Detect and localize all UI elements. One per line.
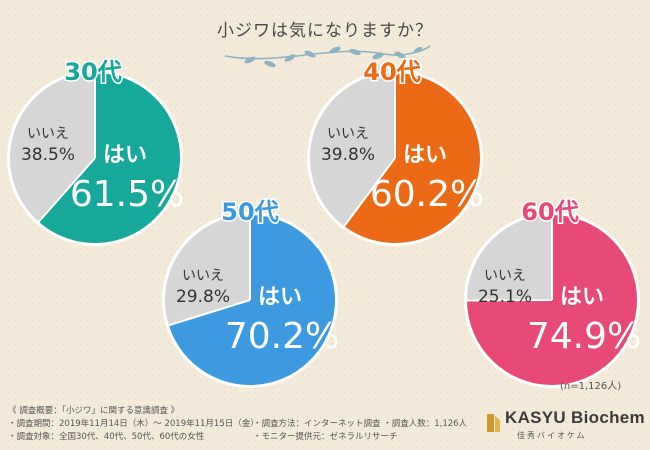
- no-value: 29.8%: [176, 287, 230, 307]
- pie-divider: [38, 157, 96, 223]
- survey-count: ・調査人数：1,126人: [383, 419, 468, 429]
- logo-brand: KASYU Biochem: [505, 408, 645, 427]
- survey-period: ・調査期間：2019年11月14日（木）～ 2019年11月15日（金）: [8, 419, 259, 429]
- pie-divider: [343, 157, 396, 227]
- pie-divider: [168, 299, 251, 327]
- sample-size-note: (n=1,126人): [560, 381, 622, 392]
- vine-decoration: [224, 45, 431, 68]
- no-label: いいえ: [484, 268, 526, 284]
- yes-label: はい: [258, 285, 302, 310]
- logo-subtitle: 佳秀バイオケム: [517, 431, 587, 440]
- pie-slice-no: [467, 215, 552, 301]
- no-value: 38.5%: [21, 145, 75, 165]
- pie-slice-yes: [38, 73, 181, 243]
- age-label: 30代: [64, 58, 121, 86]
- yes-label: はい: [103, 143, 147, 168]
- age-label: 50代: [221, 198, 278, 226]
- yes-label: はい: [560, 285, 604, 310]
- yes-value: 74.9%: [527, 316, 641, 357]
- pie-slice-no: [309, 73, 395, 227]
- survey-target: ・調査対象：全国30代、40代、50代、60代の女性: [8, 432, 205, 442]
- survey-provider: ・モニター提供元：ゼネラルリサーチ: [253, 432, 398, 442]
- no-label: いいえ: [327, 126, 369, 142]
- pie-slice-yes: [168, 215, 335, 386]
- no-value: 25.1%: [478, 287, 532, 307]
- survey-heading: 《 調査概要：「小ジワ」に関する意識調査 》: [8, 406, 180, 416]
- pie-divider: [466, 299, 553, 302]
- yes-label: はい: [403, 143, 447, 168]
- pie-slice-no: [9, 73, 96, 222]
- pie-slice-no: [165, 215, 250, 326]
- yes-value: 70.2%: [225, 316, 339, 357]
- survey-summary: 《 調査概要：「小ジワ」に関する意識調査 》 ・調査期間：2019年11月14日…: [8, 405, 478, 444]
- yes-value: 61.5%: [70, 174, 184, 215]
- page-title: 小ジワは気になりますか？: [217, 21, 433, 41]
- no-label: いいえ: [27, 126, 69, 142]
- no-label: いいえ: [182, 268, 224, 284]
- no-value: 39.8%: [321, 145, 375, 165]
- age-label: 60代: [521, 198, 578, 226]
- logo-mark-icon: [487, 414, 500, 432]
- yes-value: 60.2%: [370, 174, 484, 215]
- pie-slice-yes: [344, 73, 480, 243]
- age-label: 40代: [363, 58, 420, 86]
- survey-method: ・調査方法：インターネット調査: [253, 419, 381, 429]
- company-logo: KASYU Biochem 佳秀バイオケム: [485, 408, 645, 444]
